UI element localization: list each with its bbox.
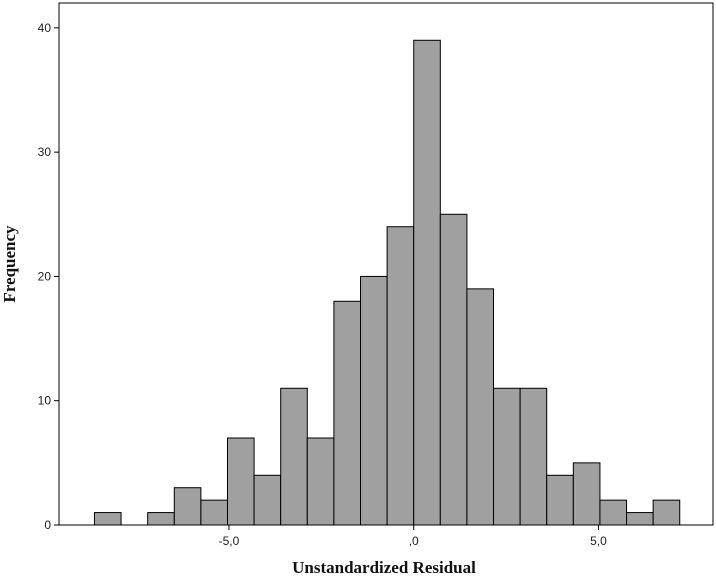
histogram-bar	[226, 437, 255, 526]
bars-group	[93, 39, 681, 526]
histogram-bar	[519, 387, 548, 526]
y-tick-label: 20	[38, 269, 52, 283]
histogram-bar	[333, 300, 362, 526]
histogram-bar	[413, 39, 441, 526]
histogram-bar	[572, 462, 601, 526]
x-tick-label: ,0	[409, 534, 419, 548]
y-axis-title: Frequency	[0, 225, 19, 303]
x-tick-label: 5,0	[590, 534, 607, 548]
histogram-bar	[147, 512, 175, 526]
y-tick-label: 10	[38, 394, 52, 408]
y-tick-label: 0	[44, 518, 51, 532]
histogram-bar	[306, 437, 335, 526]
histogram-bar	[652, 499, 681, 526]
x-tick-label: -5,0	[219, 534, 240, 548]
histogram-bar	[439, 213, 468, 526]
histogram-bar	[599, 499, 628, 526]
histogram-bar	[173, 487, 202, 526]
histogram-bar	[93, 512, 122, 526]
histogram-bar	[493, 387, 521, 526]
y-tick-label: 30	[38, 145, 52, 159]
y-tick-label: 40	[38, 21, 52, 35]
histogram-bar	[626, 512, 654, 526]
histogram-bar	[466, 288, 495, 526]
histogram-bar	[200, 499, 228, 526]
y-axis: 0 10 20 30 40	[38, 21, 59, 532]
histogram-bar	[546, 474, 574, 526]
x-axis-title: Unstandardized Residual	[292, 558, 476, 577]
histogram-bar	[360, 275, 388, 526]
x-axis: -5,0 ,0 5,0	[219, 525, 607, 548]
histogram-bar	[280, 387, 308, 526]
histogram-bar	[386, 226, 415, 526]
histogram-bar	[253, 474, 282, 526]
